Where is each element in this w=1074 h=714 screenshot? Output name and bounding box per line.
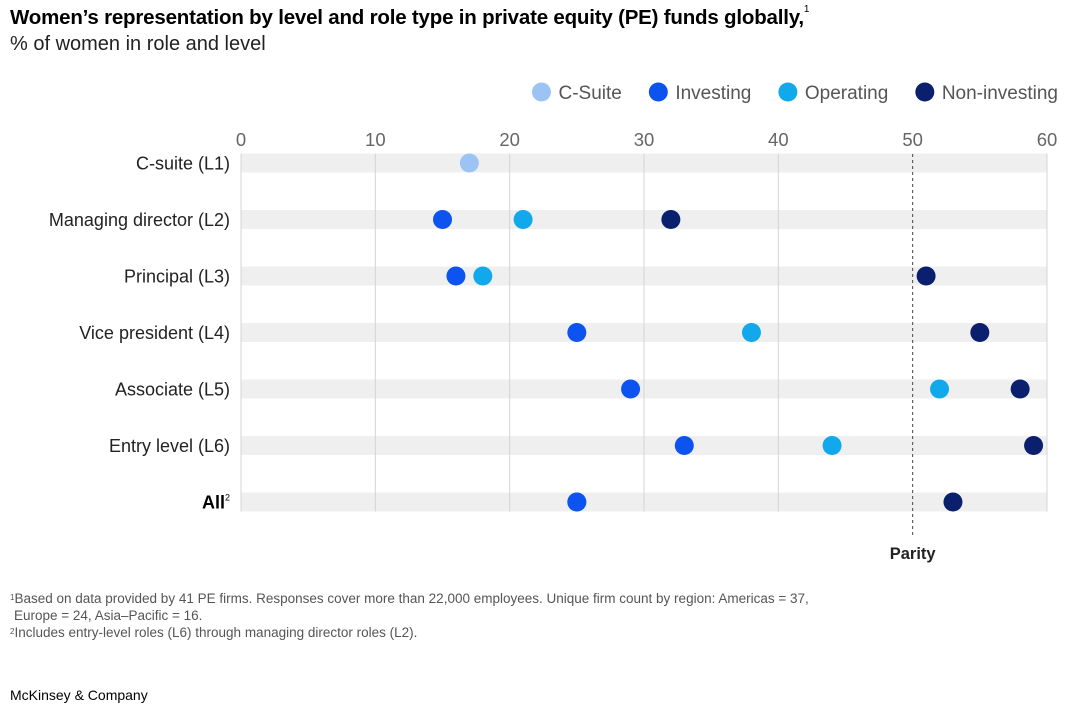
- legend-swatch: [648, 82, 668, 102]
- legend: Non-investing Operating Investing C-Suite: [531, 82, 1058, 104]
- dot-investing: [567, 492, 587, 512]
- category-label: Vice president (L4): [79, 323, 230, 343]
- dot-non-investing: [970, 323, 990, 342]
- legend-label: Non-investing: [942, 83, 1058, 104]
- dot-operating: [822, 436, 842, 455]
- dot-non-investing: [943, 492, 963, 512]
- category-label: C-suite (L1): [136, 154, 230, 174]
- x-tick-label: 20: [499, 129, 520, 150]
- dot-investing: [433, 210, 452, 229]
- dot-investing: [446, 266, 466, 286]
- x-tick-label: 50: [902, 129, 923, 150]
- legend-swatch: [531, 82, 551, 102]
- dot-investing: [567, 323, 587, 342]
- chart-title: Women’s representation by level and role…: [10, 4, 810, 29]
- dot-non-investing: [661, 210, 681, 229]
- dot-investing: [621, 379, 641, 399]
- legend-label: Operating: [805, 83, 888, 104]
- category-label: Associate (L5): [115, 380, 230, 400]
- dot-operating: [473, 266, 493, 286]
- dot-c-suite: [459, 153, 479, 173]
- brand-logo-text: McKinsey & Company: [10, 687, 148, 703]
- footnote-1: 1Based on data provided by 41 PE firms. …: [10, 591, 809, 606]
- legend-swatch: [778, 82, 798, 102]
- dot-plot-chart: Non-investing Operating Investing C-Suite 0 1…: [49, 82, 1058, 563]
- chart-subtitle: % of women in role and level: [10, 33, 266, 55]
- dot-operating: [741, 323, 761, 342]
- parity-label: Parity: [890, 545, 937, 563]
- x-tick-label: 0: [236, 129, 246, 150]
- x-tick-label: 40: [768, 129, 789, 150]
- category-label: All2: [202, 493, 230, 513]
- category-label: Principal (L3): [124, 267, 230, 287]
- dot-investing: [674, 436, 694, 455]
- category-label: Entry level (L6): [109, 436, 230, 456]
- dot-operating: [930, 379, 950, 399]
- dot-operating: [513, 210, 533, 229]
- legend-label: C-Suite: [558, 83, 621, 104]
- x-tick-label: 10: [365, 129, 386, 150]
- footnote-2: 2Includes entry-level roles (L6) through…: [10, 625, 418, 640]
- legend-label: Investing: [675, 83, 751, 104]
- category-label: Managing director (L2): [49, 210, 230, 230]
- footnote-1-continued: Europe = 24, Asia–Pacific = 16.: [14, 608, 203, 623]
- dot-non-investing: [1010, 379, 1030, 399]
- dot-non-investing: [1024, 436, 1044, 455]
- x-tick-label: 30: [634, 129, 655, 150]
- title-footnote-mark: 1: [803, 4, 810, 15]
- dot-non-investing: [916, 266, 936, 286]
- x-tick-label: 60: [1037, 129, 1058, 150]
- legend-swatch: [915, 82, 935, 102]
